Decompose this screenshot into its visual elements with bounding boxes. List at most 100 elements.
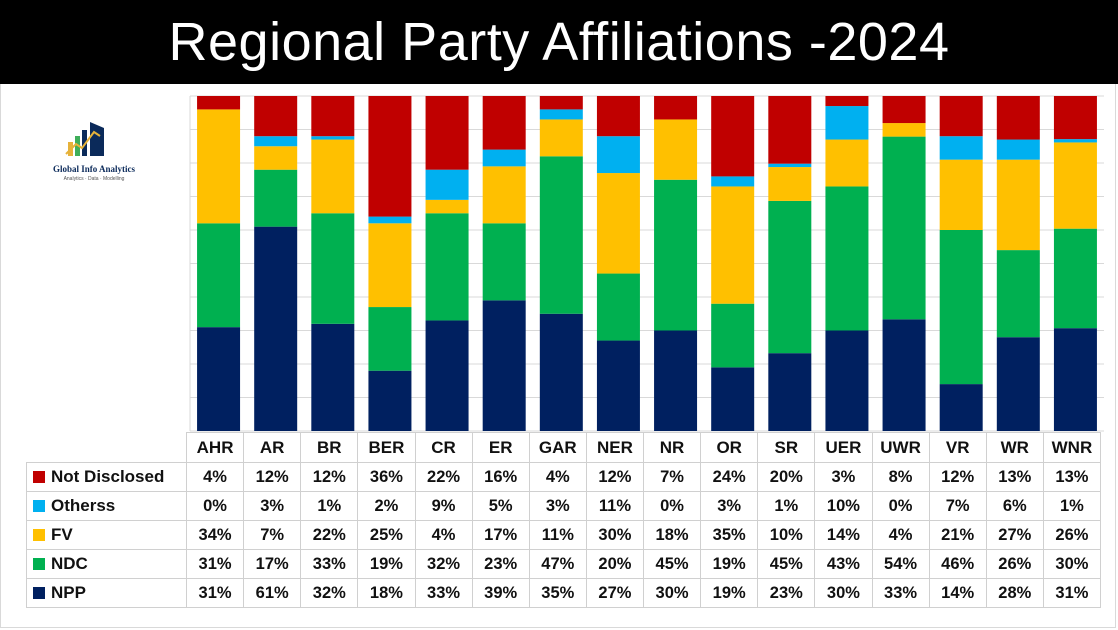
logo-name: Global Info Analytics	[52, 164, 135, 174]
data-label: 18%	[357, 578, 416, 608]
bar-segment-ndc	[482, 223, 526, 301]
data-label: 24%	[700, 462, 759, 492]
bar-segment-npp	[939, 384, 983, 431]
bar-segment-otherss	[939, 136, 983, 160]
bar-segment-ndc	[1053, 228, 1097, 329]
data-label: 19%	[357, 549, 416, 579]
data-label: 3%	[700, 491, 759, 521]
data-label: 1%	[757, 491, 816, 521]
data-label: 45%	[757, 549, 816, 579]
data-label: 0%	[871, 491, 930, 521]
bar-segment-otherss	[1053, 139, 1097, 143]
data-label: 34%	[185, 520, 245, 550]
category-label: AR	[243, 432, 302, 463]
bar-segment-npp	[254, 226, 298, 431]
bar-segment-not-disclosed	[254, 96, 298, 137]
data-label: 19%	[700, 578, 759, 608]
data-label: 7%	[642, 462, 702, 492]
data-label: 33%	[300, 549, 359, 579]
series-label: NPP	[26, 578, 187, 608]
data-label: 10%	[814, 491, 873, 521]
bar-segment-otherss	[311, 136, 355, 140]
bar-segment-otherss	[254, 136, 298, 147]
bar-segment-not-disclosed	[311, 96, 355, 137]
bar-segment-fv	[539, 119, 583, 157]
data-label: 4%	[528, 462, 587, 492]
data-label: 0%	[642, 491, 702, 521]
data-label: 4%	[414, 520, 473, 550]
bar-segment-not-disclosed	[1053, 96, 1097, 140]
bar-segment-npp	[425, 320, 469, 431]
series-label: NDC	[26, 549, 187, 579]
bar-segment-otherss	[596, 136, 640, 174]
bar-segment-not-disclosed	[368, 96, 412, 217]
bar-segment-not-disclosed	[939, 96, 983, 137]
bar-segment-fv	[654, 119, 698, 180]
table-row: Otherss 0% 3% 1% 2% 9% 5% 3% 11% 0% 3% 1% 10% 0% 7% 6% 1…	[26, 491, 1102, 521]
table-row: FV 34% 7% 22% 25% 4% 17% 11% 30% 18% 35% 10% 14% 4% 21…	[26, 520, 1102, 550]
series-name: NDC	[51, 554, 88, 573]
bar-segment-fv	[311, 139, 355, 214]
data-label: 26%	[985, 549, 1044, 579]
data-label: 20%	[585, 549, 645, 579]
bar-segment-fv	[254, 146, 298, 170]
data-label: 3%	[243, 491, 302, 521]
data-label: 31%	[1042, 578, 1102, 608]
data-label: 12%	[585, 462, 645, 492]
data-label: 9%	[414, 491, 473, 521]
data-label: 45%	[642, 549, 702, 579]
data-label: 11%	[528, 520, 587, 550]
series-label: Not Disclosed	[26, 462, 187, 492]
bar-segment-fv	[939, 159, 983, 230]
bar-segment-not-disclosed	[768, 96, 812, 164]
data-label: 13%	[1042, 462, 1102, 492]
bar-segment-ndc	[254, 169, 298, 227]
data-label: 54%	[871, 549, 930, 579]
bar-segment-otherss	[482, 149, 526, 167]
bar-segment-npp	[596, 340, 640, 431]
data-label: 30%	[814, 578, 873, 608]
category-label: ER	[471, 432, 530, 463]
legend-swatch	[33, 471, 45, 483]
bar-segment-npp	[882, 319, 926, 431]
data-label: 0%	[185, 491, 245, 521]
bar-segment-otherss	[768, 163, 812, 168]
data-label: 6%	[985, 491, 1044, 521]
data-label: 11%	[585, 491, 645, 521]
chart-frame	[0, 84, 1116, 628]
bar-segment-npp	[482, 300, 526, 431]
bar-segment-not-disclosed	[596, 96, 640, 137]
bar-segment-not-disclosed	[539, 96, 583, 110]
bar-segment-otherss	[711, 176, 755, 187]
data-label: 20%	[757, 462, 816, 492]
data-label: 7%	[243, 520, 302, 550]
category-label: BER	[357, 432, 416, 463]
category-label: NR	[642, 432, 702, 463]
data-label: 33%	[414, 578, 473, 608]
data-label: 17%	[471, 520, 530, 550]
series-name: NPP	[51, 583, 86, 602]
table-row: NDC 31% 17% 33% 19% 32% 23% 47% 20% 45% 19% 45% 43% 5…	[26, 549, 1102, 579]
data-label: 33%	[871, 578, 930, 608]
bar-segment-fv	[825, 139, 869, 187]
data-label: 21%	[928, 520, 987, 550]
data-label: 7%	[928, 491, 987, 521]
data-label: 30%	[585, 520, 645, 550]
bar-segment-npp	[996, 337, 1040, 431]
company-logo: Global Info Analytics Analytics · Data ·…	[46, 120, 142, 184]
data-label: 8%	[871, 462, 930, 492]
data-label: 31%	[185, 549, 245, 579]
data-label: 26%	[1042, 520, 1102, 550]
data-label: 27%	[585, 578, 645, 608]
bar-segment-not-disclosed	[425, 96, 469, 170]
legend-swatch	[33, 587, 45, 599]
data-label: 13%	[985, 462, 1044, 492]
bar-segment-otherss	[368, 216, 412, 224]
table-row: Not Disclosed 4% 12% 12% 36% 22% 16% 4% 12% 7% 24%…	[26, 462, 1102, 492]
category-label: VR	[928, 432, 987, 463]
bar-segment-ndc	[939, 230, 983, 385]
category-label: BR	[300, 432, 359, 463]
data-label: 12%	[300, 462, 359, 492]
bar-segment-fv	[996, 159, 1040, 251]
